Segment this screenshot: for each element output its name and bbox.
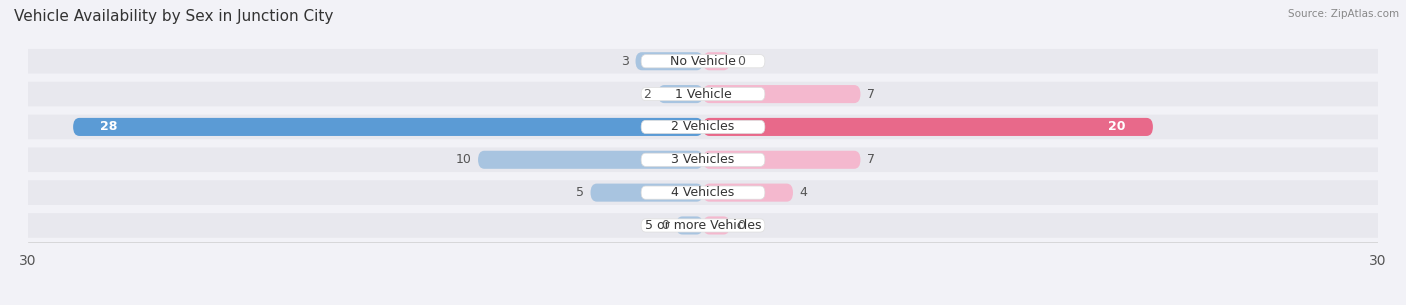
Text: No Vehicle: No Vehicle [671, 55, 735, 68]
Text: Source: ZipAtlas.com: Source: ZipAtlas.com [1288, 9, 1399, 19]
Text: 1 Vehicle: 1 Vehicle [675, 88, 731, 101]
FancyBboxPatch shape [636, 52, 703, 70]
Legend: Male, Female: Male, Female [636, 301, 770, 305]
FancyBboxPatch shape [641, 153, 765, 166]
FancyBboxPatch shape [17, 180, 1389, 205]
Text: 2: 2 [644, 88, 651, 101]
Text: 7: 7 [868, 153, 875, 166]
FancyBboxPatch shape [17, 82, 1389, 106]
FancyBboxPatch shape [703, 85, 860, 103]
Text: 7: 7 [868, 88, 875, 101]
FancyBboxPatch shape [703, 184, 793, 202]
FancyBboxPatch shape [658, 85, 703, 103]
FancyBboxPatch shape [703, 151, 860, 169]
FancyBboxPatch shape [17, 49, 1389, 74]
Text: 5: 5 [576, 186, 583, 199]
Text: 2 Vehicles: 2 Vehicles [672, 120, 734, 133]
FancyBboxPatch shape [73, 118, 703, 136]
FancyBboxPatch shape [478, 151, 703, 169]
Text: 20: 20 [1108, 120, 1126, 133]
Text: Vehicle Availability by Sex in Junction City: Vehicle Availability by Sex in Junction … [14, 9, 333, 24]
Text: 28: 28 [100, 120, 118, 133]
FancyBboxPatch shape [17, 147, 1389, 172]
FancyBboxPatch shape [641, 120, 765, 134]
FancyBboxPatch shape [17, 115, 1389, 139]
FancyBboxPatch shape [17, 213, 1389, 238]
FancyBboxPatch shape [641, 186, 765, 199]
Text: 0: 0 [737, 55, 745, 68]
Text: 3: 3 [621, 55, 628, 68]
FancyBboxPatch shape [703, 52, 730, 70]
FancyBboxPatch shape [641, 55, 765, 68]
FancyBboxPatch shape [676, 217, 703, 235]
Text: 5 or more Vehicles: 5 or more Vehicles [645, 219, 761, 232]
FancyBboxPatch shape [641, 88, 765, 101]
FancyBboxPatch shape [641, 219, 765, 232]
Text: 3 Vehicles: 3 Vehicles [672, 153, 734, 166]
FancyBboxPatch shape [591, 184, 703, 202]
Text: 10: 10 [456, 153, 471, 166]
Text: 0: 0 [737, 219, 745, 232]
Text: 0: 0 [661, 219, 669, 232]
FancyBboxPatch shape [703, 217, 730, 235]
Text: 4: 4 [800, 186, 807, 199]
Text: 4 Vehicles: 4 Vehicles [672, 186, 734, 199]
FancyBboxPatch shape [703, 118, 1153, 136]
